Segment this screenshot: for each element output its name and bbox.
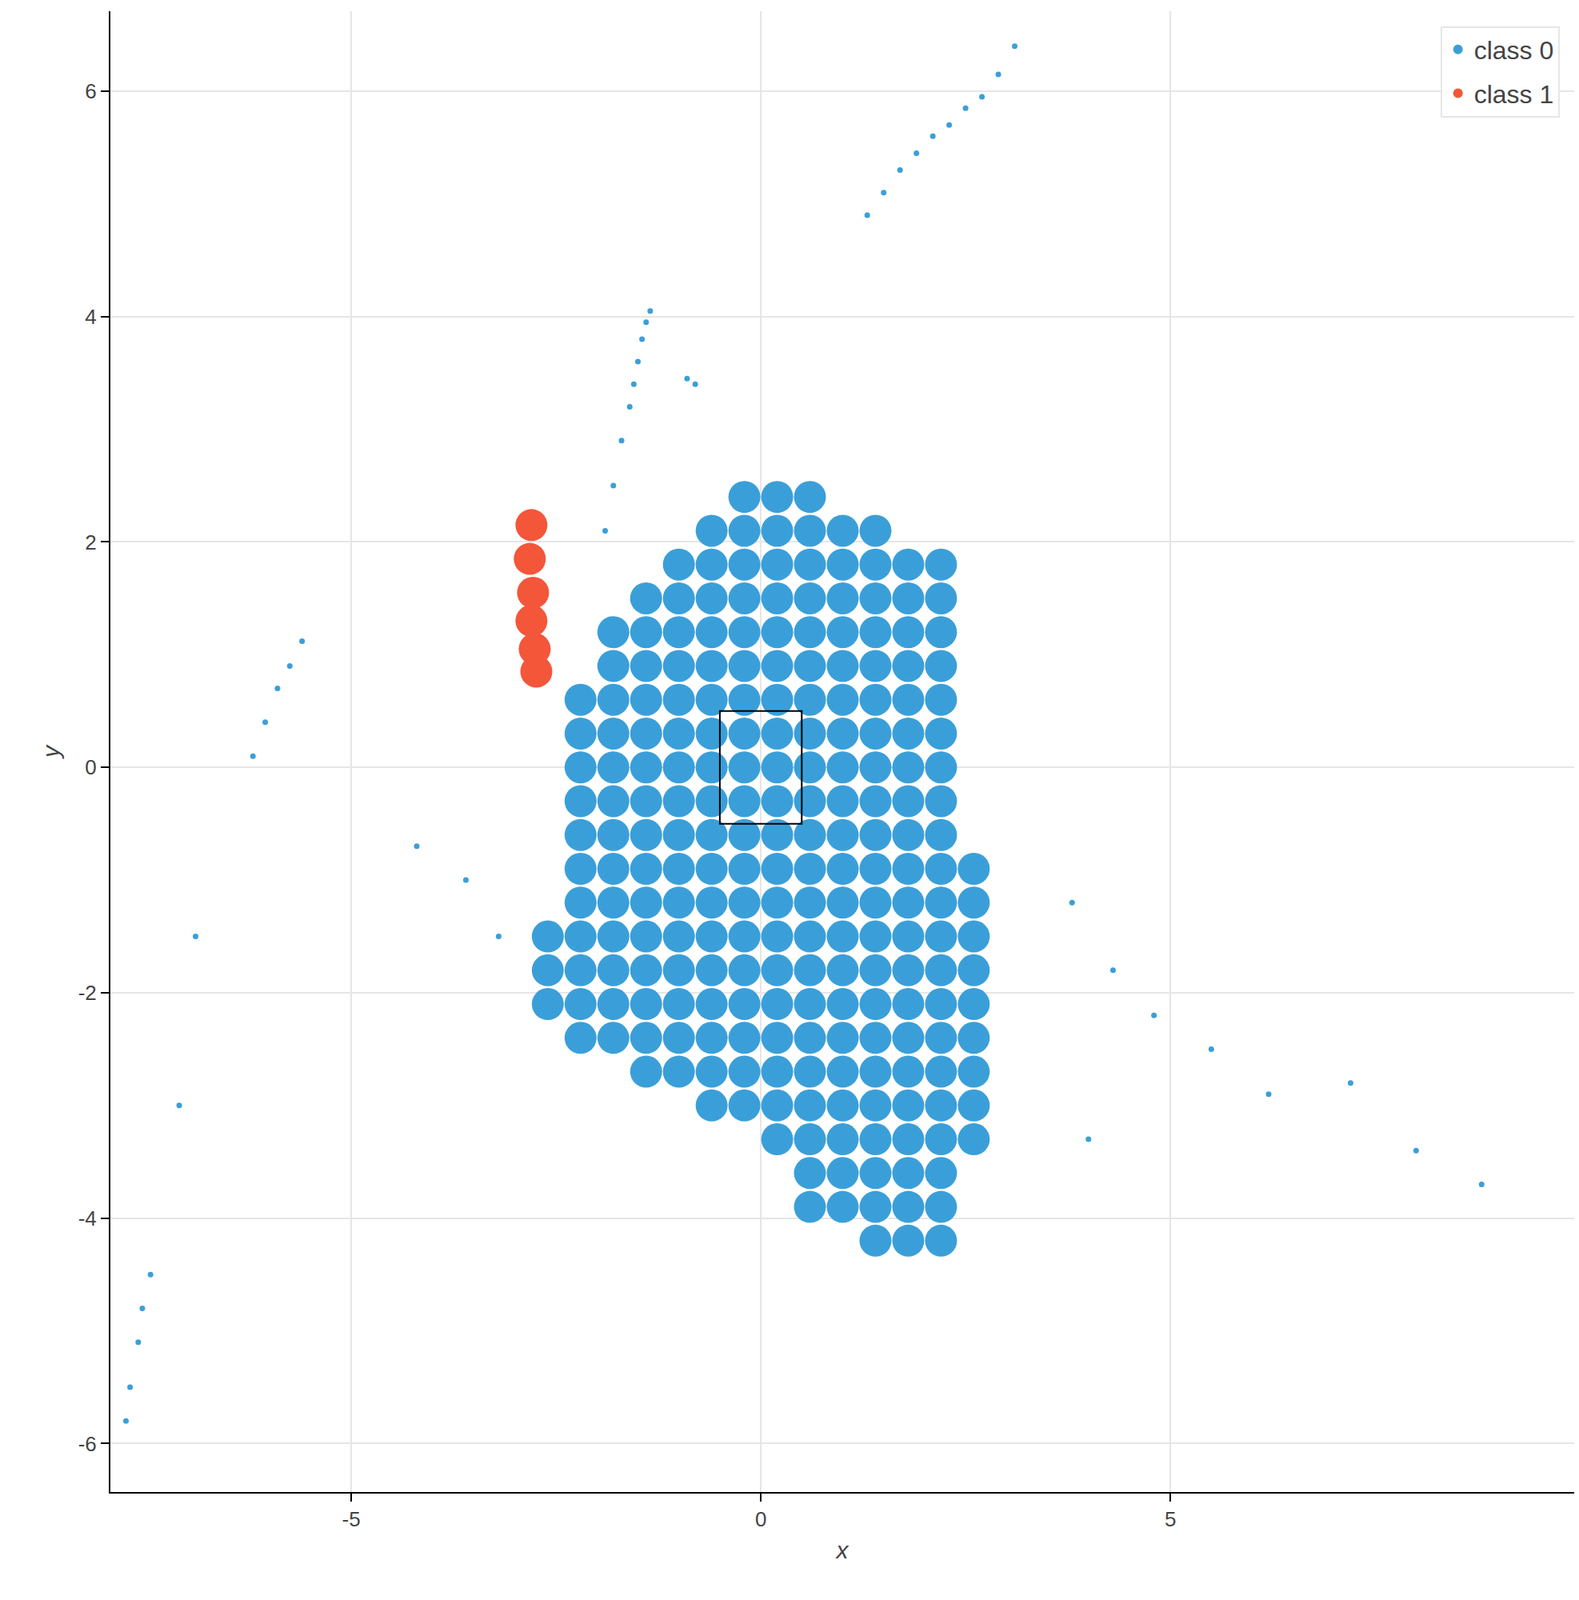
svg-text:0: 0 <box>755 1507 767 1532</box>
svg-text:-5: -5 <box>342 1507 361 1532</box>
svg-text:6: 6 <box>84 79 96 104</box>
svg-text:5: 5 <box>1164 1507 1176 1532</box>
svg-text:class 1: class 1 <box>1474 79 1555 109</box>
svg-text:-6: -6 <box>78 1431 97 1456</box>
svg-text:-2: -2 <box>78 980 97 1005</box>
svg-text:2: 2 <box>84 530 96 555</box>
svg-text:class 0: class 0 <box>1474 35 1555 65</box>
svg-text:0: 0 <box>84 755 96 780</box>
svg-text:-4: -4 <box>78 1206 97 1231</box>
svg-text:x: x <box>835 1536 850 1564</box>
svg-text:y: y <box>37 743 64 760</box>
svg-text:4: 4 <box>84 304 96 329</box>
